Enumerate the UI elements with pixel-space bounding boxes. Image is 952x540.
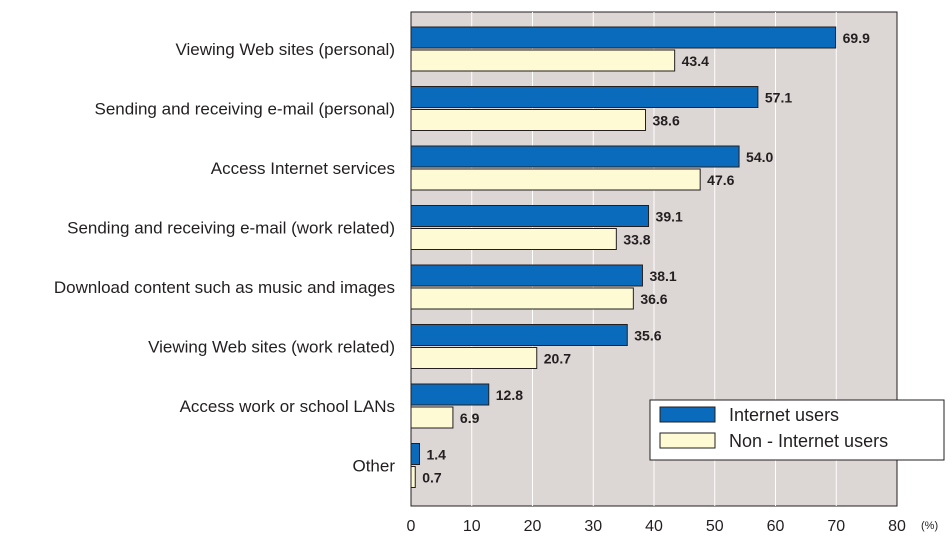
data-label: 69.9 — [843, 30, 870, 46]
data-label: 38.6 — [652, 113, 679, 129]
x-tick-label: 20 — [524, 518, 542, 535]
data-label: 35.6 — [634, 328, 661, 344]
x-tick-labels: 0 10 20 30 40 50 60 70 80 — [407, 518, 906, 535]
legend: Internet users Non - Internet users — [649, 399, 945, 461]
category-label: Sending and receiving e-mail (work relat… — [67, 219, 395, 238]
legend-label-non-internet-users: Non - Internet users — [729, 431, 888, 451]
x-tick-label: 80 — [888, 518, 906, 535]
legend-swatch-internet-users — [659, 406, 716, 423]
data-label: 39.1 — [656, 209, 683, 225]
bar-non-internet-users — [410, 228, 617, 250]
category-label: Download content such as music and image… — [54, 278, 395, 297]
data-label: 57.1 — [765, 90, 792, 106]
category-label: Viewing Web sites (work related) — [148, 338, 395, 357]
x-tick-label: 40 — [645, 518, 663, 535]
bar-internet-users — [410, 324, 628, 346]
x-tick-label: 30 — [584, 518, 602, 535]
bar-non-internet-users — [410, 406, 454, 429]
data-label: 38.1 — [649, 268, 676, 284]
x-tick-label: 10 — [463, 518, 481, 535]
legend-label-internet-users: Internet users — [729, 405, 839, 425]
bar-internet-users — [410, 443, 421, 465]
data-label: 0.7 — [422, 470, 442, 486]
bars: 69.9 43.4 57.1 38.6 54.0 47.6 39.1 33.8 38.1 36.6… — [410, 26, 870, 488]
bar-internet-users — [410, 26, 837, 49]
bar-internet-users — [410, 145, 740, 168]
bar-internet-users — [410, 86, 759, 108]
bar-internet-users — [410, 383, 490, 406]
category-label: Access work or school LANs — [180, 397, 395, 416]
legend-swatch-non-internet-users — [659, 432, 716, 449]
category-label: Access Internet services — [211, 159, 395, 178]
category-label: Viewing Web sites (personal) — [175, 40, 395, 59]
bar-non-internet-users — [410, 347, 538, 369]
x-tick-label: 0 — [407, 518, 416, 535]
data-label: 33.8 — [623, 232, 650, 248]
data-label: 1.4 — [427, 447, 447, 463]
x-tick-label: 70 — [827, 518, 845, 535]
category-labels: Viewing Web sites (personal) Sending and … — [54, 40, 395, 476]
bar-non-internet-users — [410, 168, 701, 191]
data-label: 54.0 — [746, 149, 773, 165]
category-label: Sending and receiving e-mail (personal) — [95, 100, 396, 119]
category-label: Other — [352, 457, 395, 476]
data-label: 43.4 — [682, 53, 709, 69]
data-label: 12.8 — [496, 387, 523, 403]
x-tick-label: 60 — [767, 518, 785, 535]
bar-internet-users — [410, 205, 650, 227]
bar-non-internet-users — [410, 109, 646, 131]
bar-non-internet-users — [410, 287, 634, 310]
data-label: 20.7 — [544, 351, 571, 367]
bar-non-internet-users — [410, 49, 676, 72]
x-tick-label: 50 — [706, 518, 724, 535]
data-label: 47.6 — [707, 172, 734, 188]
bar-internet-users — [410, 264, 643, 287]
data-label: 36.6 — [640, 291, 667, 307]
bar-non-internet-users — [410, 466, 416, 488]
data-label: 6.9 — [460, 410, 480, 426]
x-unit-label: (%) — [921, 520, 938, 532]
